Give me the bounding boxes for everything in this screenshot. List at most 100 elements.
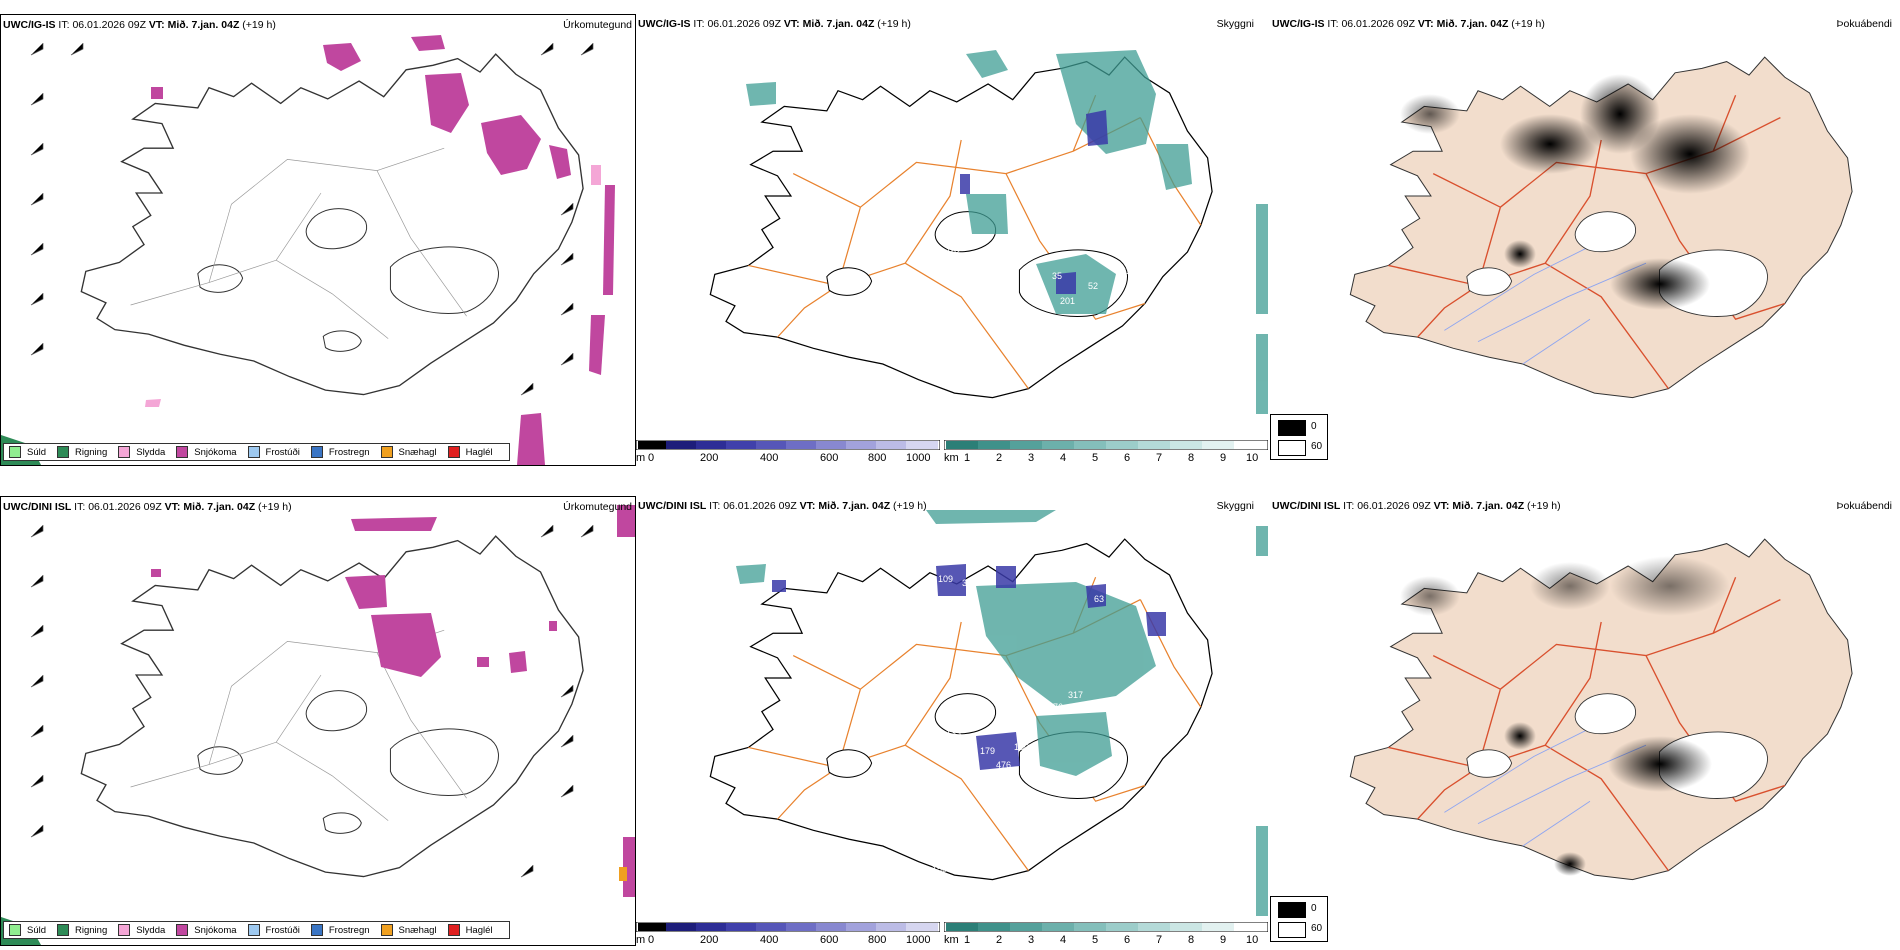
low-visibility-areas xyxy=(746,50,1268,414)
ceiling-colorbar-top: m 0 200 400 600 800 1000 xyxy=(636,438,940,464)
fog-intensity xyxy=(1400,74,1750,310)
ceiling-label: 109 xyxy=(938,574,953,584)
ceiling-unit: m xyxy=(636,452,646,464)
ceiling-unit: m xyxy=(636,934,646,946)
precip-type-panel-top: UWC/IG-IS IT: 06.01.2026 09Z VT: Mið. 7.… xyxy=(0,14,636,466)
precip-legend-bottom: Súld Rigning Slydda Snjókoma Frostúði Fr… xyxy=(3,921,510,939)
visibility-tick: 6 xyxy=(1124,934,1131,946)
panel-title: Skyggni xyxy=(1216,18,1254,30)
visibility-tick: 6 xyxy=(1124,452,1131,464)
ceiling-label: 160 xyxy=(1014,742,1029,752)
visibility-unit: km xyxy=(944,934,959,946)
fog-panel-bottom: UWC/DINI ISL IT: 06.01.2026 09Z VT: Mið.… xyxy=(1270,496,1900,896)
legend-swatch xyxy=(380,924,393,936)
visibility-tick: 10 xyxy=(1246,934,1259,946)
legend-item: Rigning xyxy=(57,924,107,936)
visibility-tick: 4 xyxy=(1060,934,1067,946)
legend-item: Snæhagl xyxy=(380,924,437,936)
fog-legend-low: 60 xyxy=(1311,923,1323,934)
legend-item: Frostregn xyxy=(310,446,370,458)
legend-swatch xyxy=(176,446,189,458)
panel-title: Þokuábendi xyxy=(1836,500,1892,512)
fog-legend-black xyxy=(1278,420,1306,436)
visibility-tick: 7 xyxy=(1156,452,1163,464)
legend-swatch xyxy=(247,446,260,458)
ceiling-label: 201 xyxy=(1060,296,1075,306)
precip-legend-top: Súld Rigning Slydda Snjókoma Frostúði Fr… xyxy=(3,443,510,461)
ceiling-colorbar-ramp xyxy=(636,440,940,450)
legend-swatch xyxy=(447,924,460,936)
precip-type-map-bottom xyxy=(1,505,635,945)
legend-swatch xyxy=(118,446,131,458)
legend-swatch xyxy=(247,924,260,936)
ceiling-tick: 200 xyxy=(700,934,719,946)
ceiling-label: 162 xyxy=(946,246,961,256)
fog-legend-black xyxy=(1278,902,1306,918)
panel-header: UWC/IG-IS IT: 06.01.2026 09Z VT: Mið. 7.… xyxy=(638,18,911,30)
ceiling-label: 133 xyxy=(946,728,961,738)
wind-barbs xyxy=(30,43,594,396)
visibility-colorbar-bottom: km 1 2 3 4 5 6 7 8 9 10 xyxy=(944,920,1268,946)
visibility-tick: 5 xyxy=(1092,934,1099,946)
ceiling-value-labels: 747 162 35 52 201 159 121 xyxy=(946,146,1155,306)
ceiling-tick: 0 xyxy=(648,934,655,946)
ceiling-panel-bottom: 985 109 33 63 317 376 133 179 160 476 15… xyxy=(636,496,1268,946)
ceiling-label: 159 xyxy=(994,182,1009,192)
ceiling-tick: 600 xyxy=(820,452,839,464)
legend-swatch xyxy=(380,446,393,458)
panel-header: UWC/IG-IS IT: 06.01.2026 09Z VT: Mið. 7.… xyxy=(1272,18,1545,30)
ceiling-tick: 1000 xyxy=(906,934,931,946)
visibility-tick: 3 xyxy=(1028,934,1035,946)
ceiling-label: 63 xyxy=(1094,594,1104,604)
ceiling-label: 747 xyxy=(1140,146,1155,156)
legend-swatch xyxy=(57,446,70,458)
ceiling-map-top: 747 162 35 52 201 159 121 xyxy=(709,50,1268,414)
visibility-tick: 2 xyxy=(996,452,1003,464)
fog-legend-high: 0 xyxy=(1311,421,1317,432)
legend-item: Haglél xyxy=(447,924,493,936)
visibility-tick: 4 xyxy=(1060,452,1067,464)
panel-header: UWC/DINI ISL IT: 06.01.2026 09Z VT: Mið.… xyxy=(638,500,927,512)
legend-item: Frostúði xyxy=(247,924,300,936)
ceiling-label: 985 xyxy=(1004,502,1019,512)
ceiling-label: 376 xyxy=(1048,702,1063,712)
legend-swatch xyxy=(310,924,323,936)
ceiling-map-bottom: 985 109 33 63 317 376 133 179 160 476 15… xyxy=(709,502,1268,916)
visibility-tick: 1 xyxy=(964,934,971,946)
ceiling-colorbar-ramp xyxy=(636,922,940,932)
fog-legend-low: 60 xyxy=(1311,441,1323,452)
fog-legend-white xyxy=(1278,440,1306,456)
visibility-tick: 8 xyxy=(1188,452,1195,464)
ceiling-colorbar-bottom: m 0 200 400 600 800 1000 xyxy=(636,920,940,946)
visibility-tick: 3 xyxy=(1028,452,1035,464)
ceiling-label: 476 xyxy=(996,760,1011,770)
ceiling-tick: 1000 xyxy=(906,452,931,464)
snow-areas xyxy=(151,35,615,465)
legend-item: Rigning xyxy=(57,446,107,458)
iceland-map xyxy=(80,53,584,396)
legend-swatch xyxy=(310,446,323,458)
ceiling-label: 121 xyxy=(1116,266,1131,276)
fog-map-top xyxy=(1349,56,1853,399)
legend-item: Haglél xyxy=(447,446,493,458)
legend-swatch xyxy=(57,924,70,936)
legend-item: Súld xyxy=(9,924,46,936)
visibility-tick: 7 xyxy=(1156,934,1163,946)
legend-swatch xyxy=(447,446,460,458)
visibility-colorbar-top: km 1 2 3 4 5 6 7 8 9 10 xyxy=(944,438,1268,464)
visibility-tick: 9 xyxy=(1220,934,1227,946)
legend-item: Snæhagl xyxy=(380,446,437,458)
visibility-colorbar-ramp xyxy=(944,440,1268,450)
ceiling-tick: 600 xyxy=(820,934,839,946)
panel-title: Úrkomutegund xyxy=(563,19,632,31)
panel-header: UWC/DINI ISL IT: 06.01.2026 09Z VT: Mið.… xyxy=(3,501,292,513)
ceiling-label: 317 xyxy=(1068,690,1083,700)
legend-swatch xyxy=(9,924,21,936)
legend-item: Frostregn xyxy=(310,924,370,936)
precip-type-map-top xyxy=(1,35,615,465)
ceiling-tick: 800 xyxy=(868,452,887,464)
legend-item: Slydda xyxy=(118,446,165,458)
visibility-tick: 8 xyxy=(1188,934,1195,946)
visibility-tick: 2 xyxy=(996,934,1003,946)
legend-item: Súld xyxy=(9,446,46,458)
